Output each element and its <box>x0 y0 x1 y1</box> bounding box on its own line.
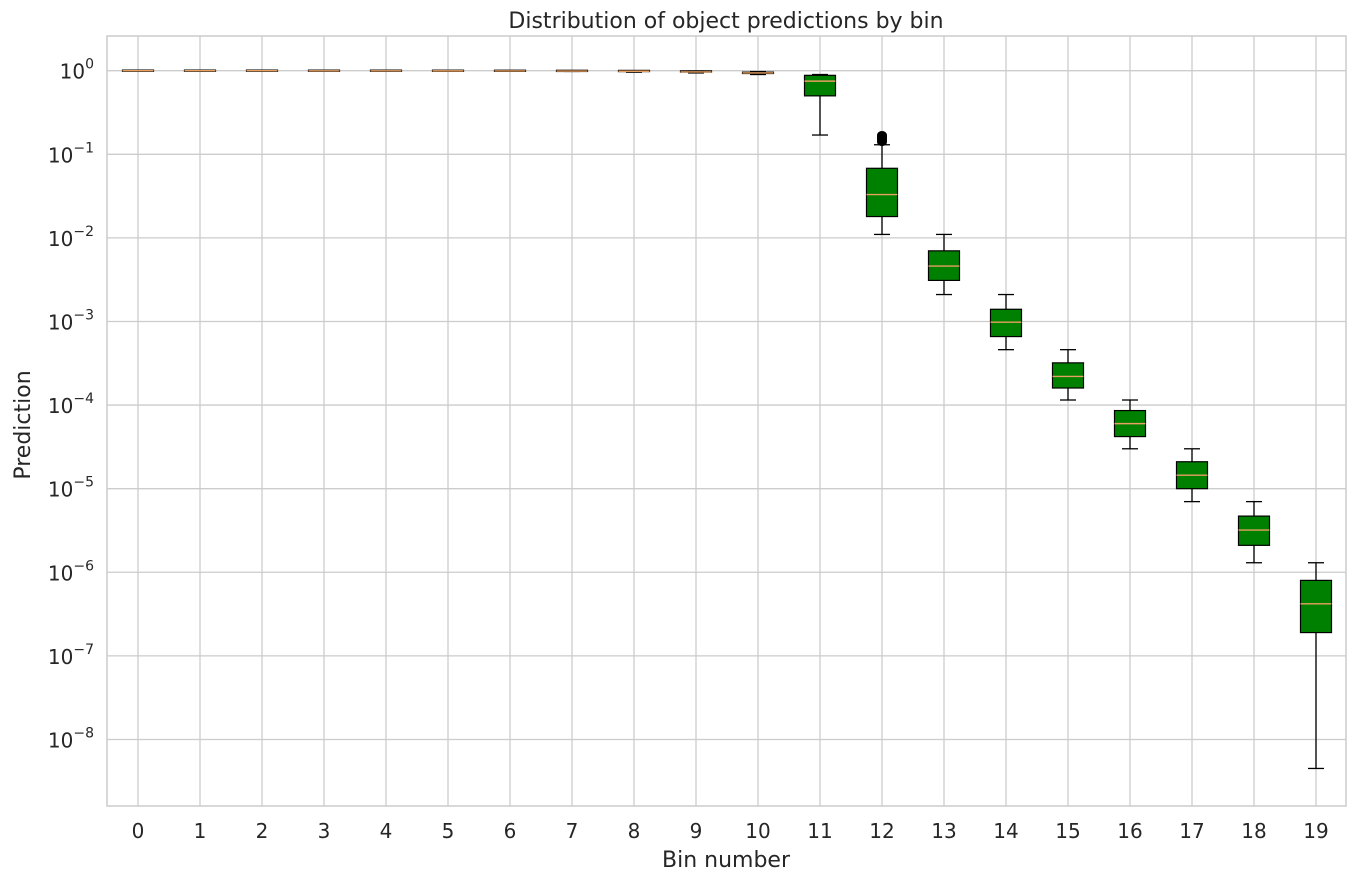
box-bin-19 <box>1299 562 1333 770</box>
y-tick-label: 10−8 <box>48 725 94 752</box>
y-tick-label: 10−5 <box>48 475 94 502</box>
x-tick-label: 6 <box>504 819 517 843</box>
y-tick-label: 10−6 <box>48 558 94 585</box>
box-bin-11 <box>803 73 837 136</box>
box-iqr <box>1299 579 1333 634</box>
y-tick-label: 10−2 <box>48 224 94 251</box>
x-tick-label: 11 <box>807 819 832 843</box>
plot-frame <box>106 35 1347 807</box>
x-tick-label: 9 <box>690 819 703 843</box>
y-axis-label: Prediction <box>11 370 36 479</box>
box-bin-6 <box>493 69 527 72</box>
box-bin-7 <box>555 69 589 73</box>
x-tick-label: 0 <box>132 819 145 843</box>
box-bin-9 <box>679 70 713 74</box>
box-bin-16 <box>1113 399 1147 450</box>
x-tick-label: 1 <box>194 819 207 843</box>
x-tick-label: 10 <box>745 819 770 843</box>
x-tick-label: 18 <box>1241 819 1266 843</box>
axes-frame <box>106 35 1347 807</box>
box-bin-8 <box>617 69 651 73</box>
y-tick-label: 10−1 <box>48 140 94 167</box>
y-tick-label: 100 <box>60 57 94 84</box>
x-tick-label: 13 <box>931 819 956 843</box>
y-tick-label: 10−3 <box>48 307 94 334</box>
grid-lines <box>107 36 1346 806</box>
box-bin-2 <box>245 69 279 72</box>
x-tick-label: 15 <box>1055 819 1080 843</box>
box-bin-3 <box>307 69 341 72</box>
x-tick-label: 16 <box>1117 819 1142 843</box>
box-bin-12 <box>865 131 899 236</box>
box-bin-4 <box>369 69 403 72</box>
y-tick-label: 10−4 <box>48 391 94 418</box>
box-iqr <box>989 308 1023 338</box>
box-series <box>121 69 1333 770</box>
box-bin-10 <box>741 70 775 76</box>
box-bin-18 <box>1237 500 1271 564</box>
x-tick-label: 12 <box>869 819 894 843</box>
outlier-point <box>877 131 887 140</box>
box-bin-1 <box>183 69 217 72</box>
box-bin-17 <box>1175 448 1209 503</box>
y-tick-labels: 100 10−1 10−2 10−3 10−4 10−5 10−6 10−7 10−8 <box>48 57 94 753</box>
chart-title: Distribution of object predictions by bi… <box>508 9 943 34</box>
x-tick-label: 4 <box>380 819 393 843</box>
x-tick-label: 3 <box>318 819 331 843</box>
x-tick-label: 8 <box>628 819 641 843</box>
x-tick-label: 7 <box>566 819 579 843</box>
box-bin-15 <box>1051 349 1085 401</box>
x-tick-label: 5 <box>442 819 455 843</box>
x-tick-label: 19 <box>1303 819 1328 843</box>
x-axis-label: Bin number <box>662 848 791 873</box>
x-tick-label: 14 <box>993 819 1018 843</box>
x-tick-labels: 0 1 2 3 4 5 6 7 8 9 10 11 12 13 14 15 16 17 18 19 <box>132 819 1329 843</box>
box-bin-5 <box>431 69 465 72</box>
box-iqr <box>803 74 837 97</box>
x-tick-label: 2 <box>256 819 269 843</box>
y-tick-label: 10−7 <box>48 642 94 669</box>
x-tick-label: 17 <box>1179 819 1204 843</box>
box-bin-13 <box>927 233 961 296</box>
box-iqr <box>1051 362 1085 389</box>
box-bin-0 <box>121 69 155 72</box>
box-iqr <box>865 167 899 218</box>
box-bin-14 <box>989 293 1023 351</box>
